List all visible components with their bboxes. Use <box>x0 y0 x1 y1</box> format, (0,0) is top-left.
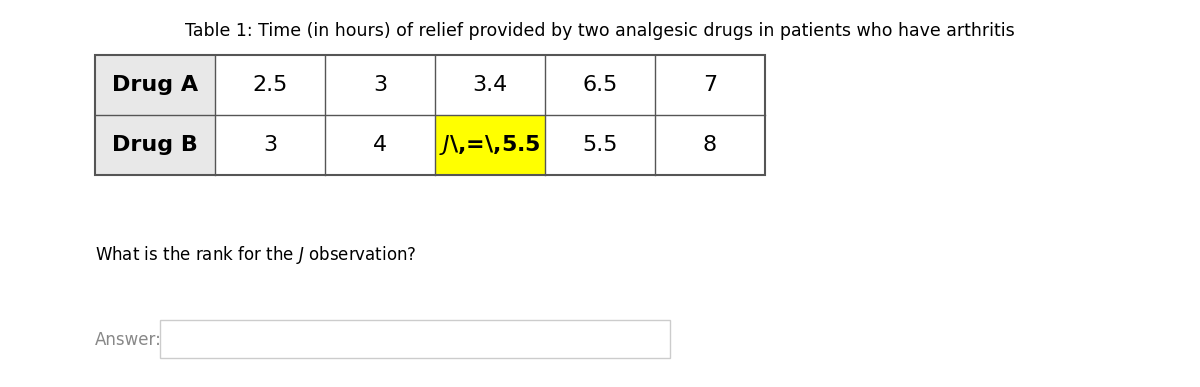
Bar <box>436 115 545 175</box>
Text: 4: 4 <box>373 135 388 155</box>
Bar <box>95 115 215 175</box>
Text: What is the rank for the $\mathit{J}$ observation?: What is the rank for the $\mathit{J}$ ob… <box>95 244 416 266</box>
Text: Answer:: Answer: <box>95 331 162 349</box>
Bar <box>325 55 436 115</box>
Text: Drug B: Drug B <box>112 135 198 155</box>
Text: Table 1: Time (in hours) of relief provided by two analgesic drugs in patients w: Table 1: Time (in hours) of relief provi… <box>185 22 1015 40</box>
Text: 5.5: 5.5 <box>582 135 618 155</box>
Bar <box>655 115 766 175</box>
Bar <box>436 55 545 115</box>
Text: Drug A: Drug A <box>112 75 198 95</box>
Bar <box>95 55 766 175</box>
Text: $\mathit{J}$\,=\,5.5: $\mathit{J}$\,=\,5.5 <box>439 133 541 157</box>
Text: 3: 3 <box>373 75 388 95</box>
Text: 2.5: 2.5 <box>252 75 288 95</box>
Text: 7: 7 <box>703 75 718 95</box>
Text: 8: 8 <box>703 135 718 155</box>
Bar <box>160 320 670 358</box>
Text: 3.4: 3.4 <box>473 75 508 95</box>
Bar <box>545 55 655 115</box>
Bar <box>215 115 325 175</box>
Text: 6.5: 6.5 <box>582 75 618 95</box>
Bar <box>215 55 325 115</box>
Bar <box>325 115 436 175</box>
Bar <box>545 115 655 175</box>
Text: 3: 3 <box>263 135 277 155</box>
Bar <box>95 55 215 115</box>
Bar <box>655 55 766 115</box>
